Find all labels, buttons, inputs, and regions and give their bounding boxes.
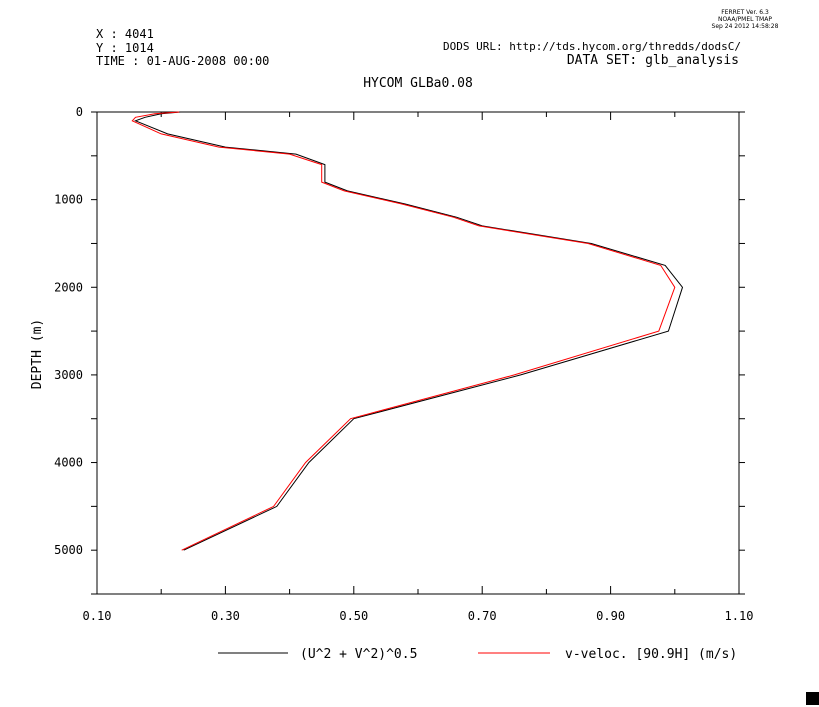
x-tick-label: 1.10 <box>725 609 754 623</box>
x-tick-label: 0.70 <box>468 609 497 623</box>
plot-frame <box>96 111 740 595</box>
corner-square <box>806 692 819 705</box>
y-tick-label: 2000 <box>54 280 83 294</box>
y-tick-label: 5000 <box>54 543 83 557</box>
y-index-label: Y : 1014 <box>96 41 154 55</box>
time-label: TIME : 01-AUG-2008 00:00 <box>96 54 270 68</box>
chart-title: HYCOM GLBa0.08 <box>363 76 473 91</box>
dods-url: DODS URL: http://tds.hycom.org/thredds/d… <box>442 40 741 53</box>
dataset-label: DATA SET: glb_analysis <box>566 53 739 68</box>
y-tick-label: 3000 <box>54 368 83 382</box>
x-tick-label: 0.50 <box>339 609 368 623</box>
x-tick-label: 0.30 <box>211 609 240 623</box>
x-index-label: X : 4041 <box>96 27 154 41</box>
y-tick-label: 0 <box>76 105 83 119</box>
ferret-date: Sep 24 2012 14:58:28 <box>711 23 779 30</box>
x-tick-label: 0.90 <box>596 609 625 623</box>
ferret-org: NOAA/PMEL TMAP <box>718 16 772 23</box>
series-lines <box>131 111 684 551</box>
legend-label-red: v-veloc. [90.9H] (m/s) <box>565 647 737 662</box>
y-axis-label: DEPTH (m) <box>30 319 45 389</box>
ferret-version: FERRET Ver. 6.3 <box>721 9 769 16</box>
y-tick-label: 1000 <box>54 193 83 207</box>
series-line-1 <box>131 111 676 551</box>
legend-label-black: (U^2 + V^2)^0.5 <box>300 647 417 662</box>
x-tick-label: 0.10 <box>83 609 112 623</box>
y-tick-label: 4000 <box>54 456 83 470</box>
series-line-0 <box>134 111 684 551</box>
axes: 0.10 0.30 0.50 0.70 0.90 1.10 0 1000 2000 3000 400… <box>54 105 753 623</box>
